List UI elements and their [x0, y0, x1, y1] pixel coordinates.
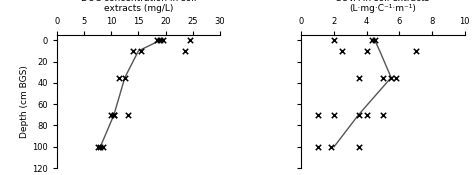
Point [116, 76, 123, 79]
Point [330, 113, 338, 116]
Point [137, 50, 145, 52]
Point [124, 113, 131, 116]
Point [181, 50, 188, 52]
Point [129, 50, 137, 52]
Point [387, 76, 395, 79]
Point [97, 145, 104, 148]
Point [338, 50, 346, 52]
Point [108, 113, 115, 116]
Point [379, 76, 387, 79]
Point [330, 39, 338, 42]
Point [156, 39, 164, 42]
Point [94, 145, 101, 148]
Point [154, 39, 161, 42]
Point [355, 145, 362, 148]
Point [121, 76, 128, 79]
Point [355, 113, 362, 116]
Point [314, 145, 321, 148]
Point [355, 76, 362, 79]
Point [363, 50, 371, 52]
Point [327, 145, 335, 148]
Point [363, 113, 371, 116]
Title: SUVA in soil extracts
(L·mg·C⁻¹·m⁻¹): SUVA in soil extracts (L·mg·C⁻¹·m⁻¹) [337, 0, 429, 13]
Point [392, 76, 400, 79]
Point [186, 39, 194, 42]
Y-axis label: Depth (cm BGS): Depth (cm BGS) [20, 65, 29, 138]
Point [110, 113, 118, 116]
Point [99, 145, 107, 148]
Point [371, 39, 379, 42]
Point [379, 113, 387, 116]
Point [368, 39, 375, 42]
Point [159, 39, 167, 42]
Point [110, 113, 118, 116]
Point [314, 113, 321, 116]
Point [412, 50, 419, 52]
Title: DOC concentration in soil
extracts (mg/L): DOC concentration in soil extracts (mg/L… [81, 0, 196, 13]
